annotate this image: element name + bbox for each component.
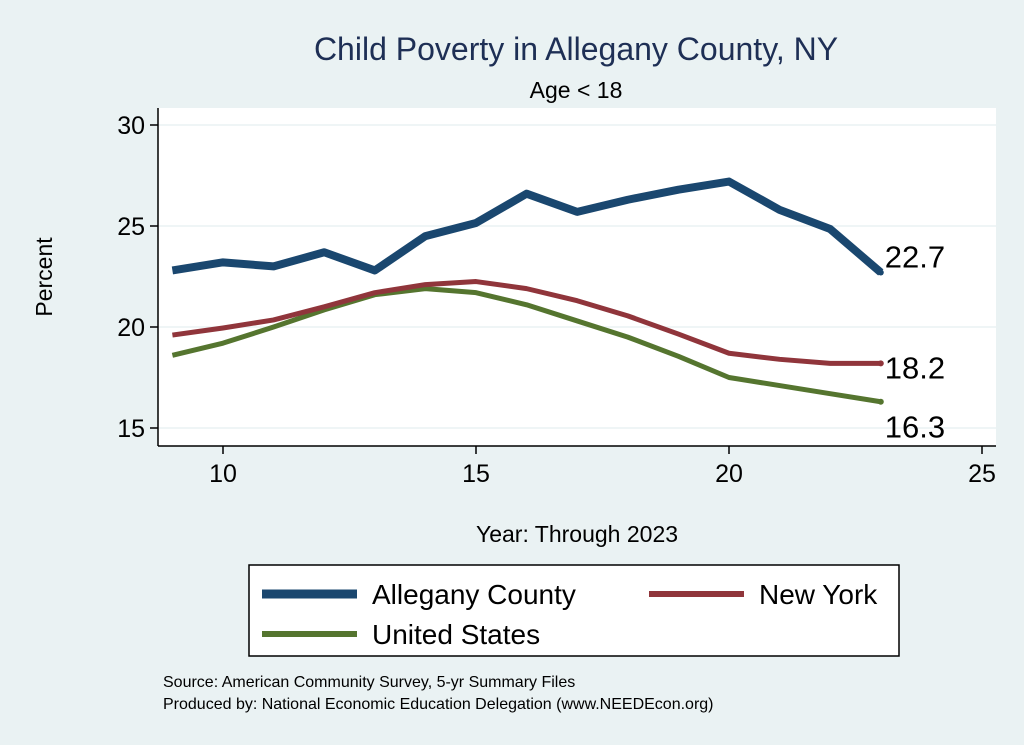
end-marker [877,269,884,276]
y-tick-label: 25 [117,213,145,241]
x-tick-label: 10 [209,460,237,488]
legend-box [248,564,900,657]
legend-label: Allegany County [372,579,576,610]
end-label: 22.7 [885,239,945,274]
series-line-united-states [171,286,882,405]
y-axis-label: Percent [31,237,57,317]
series-line-new-york [172,279,881,366]
x-axis-label: Year: Through 2023 [476,521,678,547]
producer-note: Produced by: National Economic Education… [163,696,714,713]
legend-label: United States [372,619,540,650]
end-marker [877,398,884,405]
y-tick-label: 30 [117,112,145,140]
x-tick-label: 20 [715,460,743,488]
chart-subtitle: Age < 18 [530,77,623,103]
plot-area [158,108,996,446]
series-line-allegany-county [171,177,884,276]
legend-label: New York [759,579,878,610]
end-label: 18.2 [885,350,945,385]
source-note: Source: American Community Survey, 5-yr … [163,674,575,691]
x-tick-label: 25 [968,460,996,488]
y-tick-label: 20 [117,314,145,342]
end-label: 16.3 [885,410,945,445]
end-marker [877,360,884,367]
x-tick-label: 15 [462,460,490,488]
chart-title: Child Poverty in Allegany County, NY [314,31,838,67]
y-tick-label: 15 [117,415,145,443]
